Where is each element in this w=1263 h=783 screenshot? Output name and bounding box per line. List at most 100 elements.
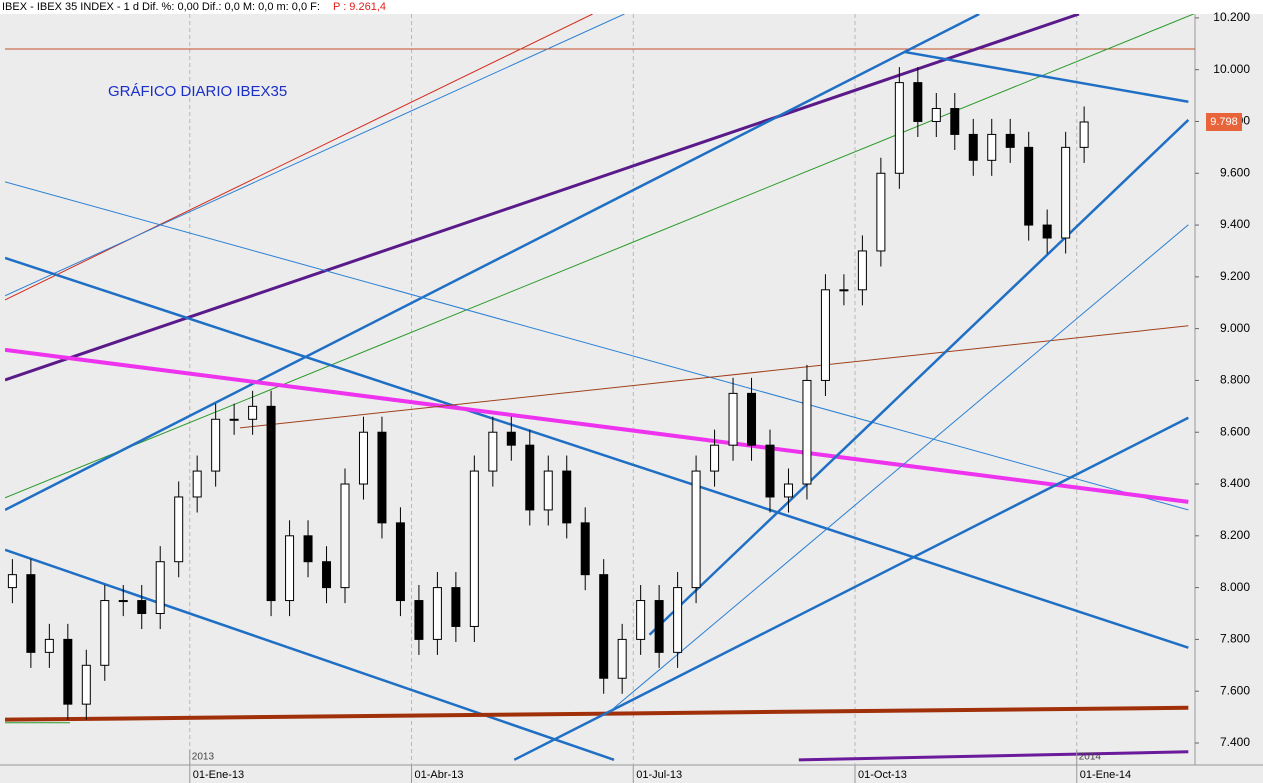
candle-body [820, 289, 830, 381]
y-tick-label: 8.000 [1220, 580, 1250, 594]
candle-body [654, 600, 664, 653]
candle-body [673, 587, 683, 653]
trend-line [5, 548, 615, 762]
candle-body [285, 535, 295, 602]
header-text: IBEX - IBEX 35 INDEX - 1 d Dif. %: 0,00 … [2, 1, 320, 13]
candle-body [857, 250, 867, 291]
candle-body [451, 587, 461, 627]
y-tick-label: 9.200 [1220, 269, 1250, 283]
trend-line [5, 14, 593, 301]
candle-body [543, 470, 553, 511]
y-tick-label: 10.200 [1213, 10, 1250, 24]
candle-body [506, 431, 516, 446]
trend-line [513, 416, 1189, 761]
last-price-label: 9.798 [1210, 116, 1238, 128]
candle-body [7, 574, 17, 589]
year-label: 2014 [1079, 752, 1102, 763]
candle-body [322, 561, 332, 589]
candle-body [728, 392, 738, 446]
last-price-tag [1206, 112, 1242, 131]
y-tick-label: 8.600 [1220, 424, 1250, 438]
trend-line [648, 119, 1190, 636]
candle-body [248, 405, 258, 420]
header-bar [0, 0, 1263, 14]
candle-body [137, 600, 147, 615]
chart-title: GRÁFICO DIARIO IBEX35 [108, 83, 287, 100]
candle-body [211, 418, 221, 472]
trend-line [609, 224, 1189, 713]
candle-body [765, 444, 775, 498]
candle-body [395, 522, 405, 602]
candle-body [913, 82, 923, 122]
x-tick-label: 01-Oct-13 [858, 769, 907, 781]
candle-body [414, 600, 424, 640]
candle-body [617, 638, 627, 679]
candle-body [340, 483, 350, 589]
plot-area [5, 14, 1195, 765]
candle-body [580, 522, 590, 576]
trend-line [903, 50, 1189, 104]
candle-body [894, 82, 904, 174]
candle-body [931, 108, 941, 122]
candle-body [118, 600, 128, 603]
candle-body [783, 483, 793, 498]
y-tick-label: 7.400 [1220, 735, 1250, 749]
candle-body [469, 470, 479, 627]
trend-line [239, 325, 1189, 429]
candle-body [1005, 133, 1015, 148]
candle-body [987, 133, 997, 161]
candle-body [1079, 121, 1089, 148]
header-price: P : 9.261,4 [333, 1, 386, 13]
candle-body [174, 496, 184, 563]
candle-body [710, 444, 720, 472]
candle-body [562, 470, 572, 524]
candle-body [950, 108, 960, 135]
trend-line [5, 181, 1189, 511]
x-tick-label: 01-Ene-14 [1080, 769, 1131, 781]
y-tick-label: 10.000 [1213, 62, 1250, 76]
candle-body [599, 574, 609, 679]
y-tick-label: 9.600 [1220, 165, 1250, 179]
candle-body [377, 431, 387, 524]
candle-body [303, 535, 313, 563]
y-tick-label: 7.600 [1220, 683, 1250, 697]
y-tick-label: 9.000 [1220, 321, 1250, 335]
candle-body [229, 418, 239, 421]
candle-body [839, 289, 849, 292]
candle-body [802, 379, 812, 485]
candle-body [63, 638, 73, 705]
y-tick-label: 8.400 [1220, 476, 1250, 490]
candle-body [432, 587, 442, 640]
candle-body [488, 431, 498, 472]
trend-line [5, 14, 1194, 499]
x-tick-label: 01-Jul-13 [636, 769, 682, 781]
candle-body [968, 133, 978, 161]
trend-line [5, 14, 1080, 382]
candle-body [1042, 224, 1052, 239]
trend-line [5, 705, 1189, 722]
candle-body [192, 470, 202, 498]
y-tick-label: 9.400 [1220, 217, 1250, 231]
trend-line [5, 347, 1189, 504]
trend-line [798, 750, 1189, 762]
y-tick-label: 8.200 [1220, 528, 1250, 542]
trend-line [5, 14, 980, 512]
x-tick-label: 01-Abr-13 [415, 769, 464, 781]
y-tick-label: 7.800 [1220, 632, 1250, 646]
candle-body [525, 444, 535, 511]
candle-body [358, 431, 368, 485]
candle-body [636, 600, 646, 640]
candle-body [747, 392, 757, 446]
x-tick-label: 01-Ene-13 [193, 769, 244, 781]
candle-body [1024, 146, 1034, 226]
trend-line [5, 14, 625, 297]
candle-body [81, 664, 91, 705]
candle-body [155, 561, 165, 615]
candle-body [876, 172, 886, 252]
candle-body [1061, 146, 1071, 239]
candle-body [26, 574, 36, 653]
candle-body [691, 470, 701, 589]
trend-line [5, 256, 1189, 649]
